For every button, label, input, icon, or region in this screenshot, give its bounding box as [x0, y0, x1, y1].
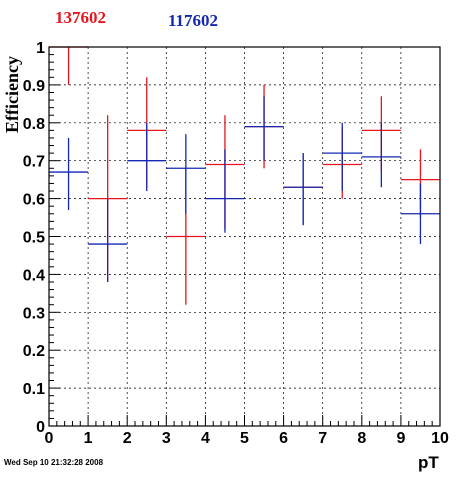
data-point — [244, 96, 284, 161]
axes: 0 1 2 3 4 5 6 7 8 9 10 0 0.1 0.2 0.3 0.4 0.5 0.6 0.7 0.8 0.9… — [23, 40, 449, 447]
y-tick-label: 0.6 — [23, 192, 45, 209]
x-tick-label: 2 — [123, 430, 132, 447]
y-axis-label: Efficiency — [2, 56, 22, 133]
x-tick-label: 5 — [240, 430, 249, 447]
x-tick-label: 1 — [84, 430, 93, 447]
x-tick-label: 7 — [318, 430, 327, 447]
data-point — [400, 183, 440, 245]
y-tick-label: 0.1 — [23, 381, 45, 398]
data-point — [49, 137, 89, 210]
x-tick-label: 10 — [431, 430, 449, 447]
x-tick-label: 4 — [201, 430, 210, 447]
grid — [49, 47, 440, 426]
legend-series-1: 137602 — [55, 8, 106, 27]
data-point — [166, 134, 206, 214]
y-tick-label: 0.2 — [23, 343, 45, 360]
series-2 — [49, 96, 440, 282]
data-point — [322, 122, 362, 192]
data-point — [283, 153, 323, 226]
x-tick-label: 6 — [279, 430, 288, 447]
y-tick-label: 0.5 — [23, 230, 45, 247]
data-point — [88, 198, 128, 282]
legend-series-2: 117602 — [168, 11, 218, 30]
data-point — [127, 122, 167, 192]
y-tick-label: 0 — [36, 419, 45, 436]
footer-timestamp: Wed Sep 10 21:32:28 2008 — [4, 458, 104, 467]
y-tick-label: 1 — [36, 40, 45, 57]
y-tick-label: 0.7 — [23, 154, 45, 171]
x-tick-label: 0 — [45, 430, 54, 447]
y-tick-label: 0.9 — [23, 78, 45, 95]
y-tick-label: 0.3 — [23, 305, 45, 322]
y-tick-label: 0.4 — [23, 267, 45, 284]
x-tick-label: 9 — [396, 430, 405, 447]
x-tick-label: 8 — [357, 430, 366, 447]
x-tick-label: 3 — [162, 430, 171, 447]
data-marks — [49, 46, 440, 305]
x-axis-label: pT — [418, 453, 439, 472]
data-point — [205, 149, 245, 233]
y-tick-label: 0.8 — [23, 116, 45, 133]
data-point — [361, 122, 401, 188]
data-point — [49, 46, 89, 85]
